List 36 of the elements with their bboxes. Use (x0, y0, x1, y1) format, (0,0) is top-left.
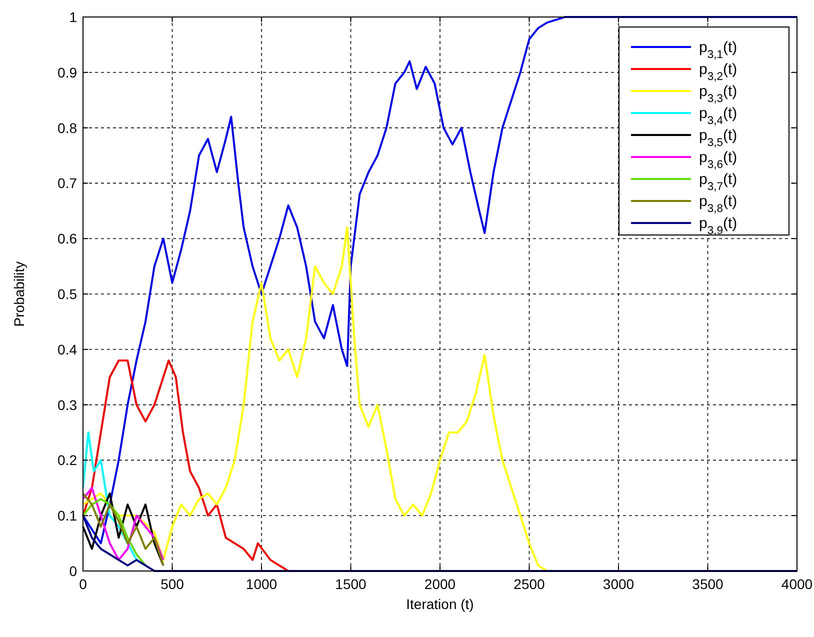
legend-label: p$_{3,9}$(t) (699, 215, 738, 237)
line-series (82, 498, 146, 566)
legend-label: p$_{3,1}$(t) (699, 39, 738, 61)
y-axis-title: Probability (11, 261, 27, 327)
x-tick-label: 3500 (692, 576, 724, 592)
legend-label: p$_{3,7}$(t) (699, 171, 738, 193)
x-axis-title: Iteration (t) (406, 596, 474, 612)
y-tick-label: 0.3 (58, 396, 78, 413)
legend-label: p$_{3,3}$(t) (699, 83, 738, 105)
x-tick-label: 3000 (602, 576, 634, 592)
x-tick-label: 2000 (424, 576, 456, 592)
y-tick-label: 0.5 (58, 286, 78, 302)
legend-label: p$_{3,8}$(t) (699, 193, 738, 215)
legend-label: p$_{3,5}$(t) (699, 127, 738, 149)
y-tick-label: 0 (69, 563, 78, 579)
x-tick-label: 2500 (514, 576, 546, 592)
line-series (82, 359, 290, 572)
x-tick-label: 1500 (335, 576, 367, 592)
line-series (82, 16, 798, 544)
y-tick-label: 0.8 (58, 120, 78, 136)
y-tick-label: 0.6 (58, 230, 78, 247)
y-tick-label: 1 (69, 9, 78, 25)
legend-label: p$_{3,4}$(t) (699, 105, 738, 127)
line-series (82, 226, 548, 572)
y-tick-label: 0.7 (58, 175, 78, 192)
x-tick-label: 500 (160, 576, 184, 592)
y-tick-label: 0.9 (58, 64, 78, 80)
line-series (82, 514, 798, 572)
x-tick-label: 1000 (246, 576, 278, 592)
y-tick-label: 0.1 (58, 508, 78, 524)
y-tick-label: 0.2 (58, 452, 78, 468)
x-tick-label: 4000 (781, 576, 813, 592)
legend-label: p$_{3,2}$(t) (699, 61, 738, 83)
y-tick-label: 0.4 (58, 341, 78, 358)
legend-label: p$_{3,6}$(t) (699, 149, 738, 171)
x-tick-label: 0 (79, 576, 88, 592)
